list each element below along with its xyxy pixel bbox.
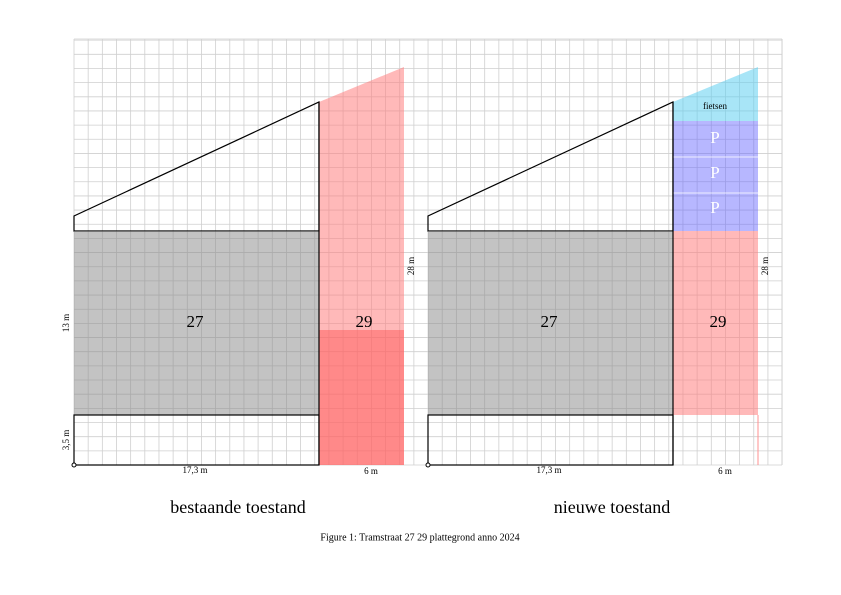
dimension: 13 m <box>61 314 71 332</box>
annex-29 <box>319 330 404 465</box>
roof-27 <box>427 101 674 232</box>
dimension: 6 m <box>718 466 732 476</box>
building-27 <box>428 231 673 415</box>
caption: bestaande toestand <box>170 497 305 517</box>
dimension: 3,5 m <box>61 430 71 451</box>
label: 29 <box>356 312 373 331</box>
label: 29 <box>710 312 727 331</box>
label: 27 <box>541 312 559 331</box>
dimension: 28 m <box>406 257 416 275</box>
label: 27 <box>187 312 205 331</box>
dimension: 28 m <box>760 257 770 275</box>
plan-existing: 27 29 13 m 3,5 m 17,3 m 6 m 28 m bestaan… <box>61 67 416 517</box>
origin <box>425 462 431 468</box>
caption: nieuwe toestand <box>554 497 670 517</box>
dimension: 17,3 m <box>536 465 561 475</box>
parking-label: P <box>710 163 719 182</box>
label: fietsen <box>703 101 727 111</box>
dimension: 17,3 m <box>182 465 207 475</box>
parking-label: P <box>710 198 719 217</box>
plan-new: 27 29 fietsen P P P 17,3 m 6 m 28 m nieu… <box>425 67 770 517</box>
building-27 <box>74 231 319 415</box>
building-29 <box>319 67 404 465</box>
bike-storage <box>673 67 758 121</box>
figure-caption: Figure 1: Tramstraat 27 29 plattegrond a… <box>320 532 519 543</box>
building-29 <box>673 231 758 415</box>
dimension: 6 m <box>364 466 378 476</box>
parking <box>673 121 758 231</box>
roof-27 <box>73 101 320 232</box>
origin <box>71 462 77 468</box>
parking-label: P <box>710 128 719 147</box>
